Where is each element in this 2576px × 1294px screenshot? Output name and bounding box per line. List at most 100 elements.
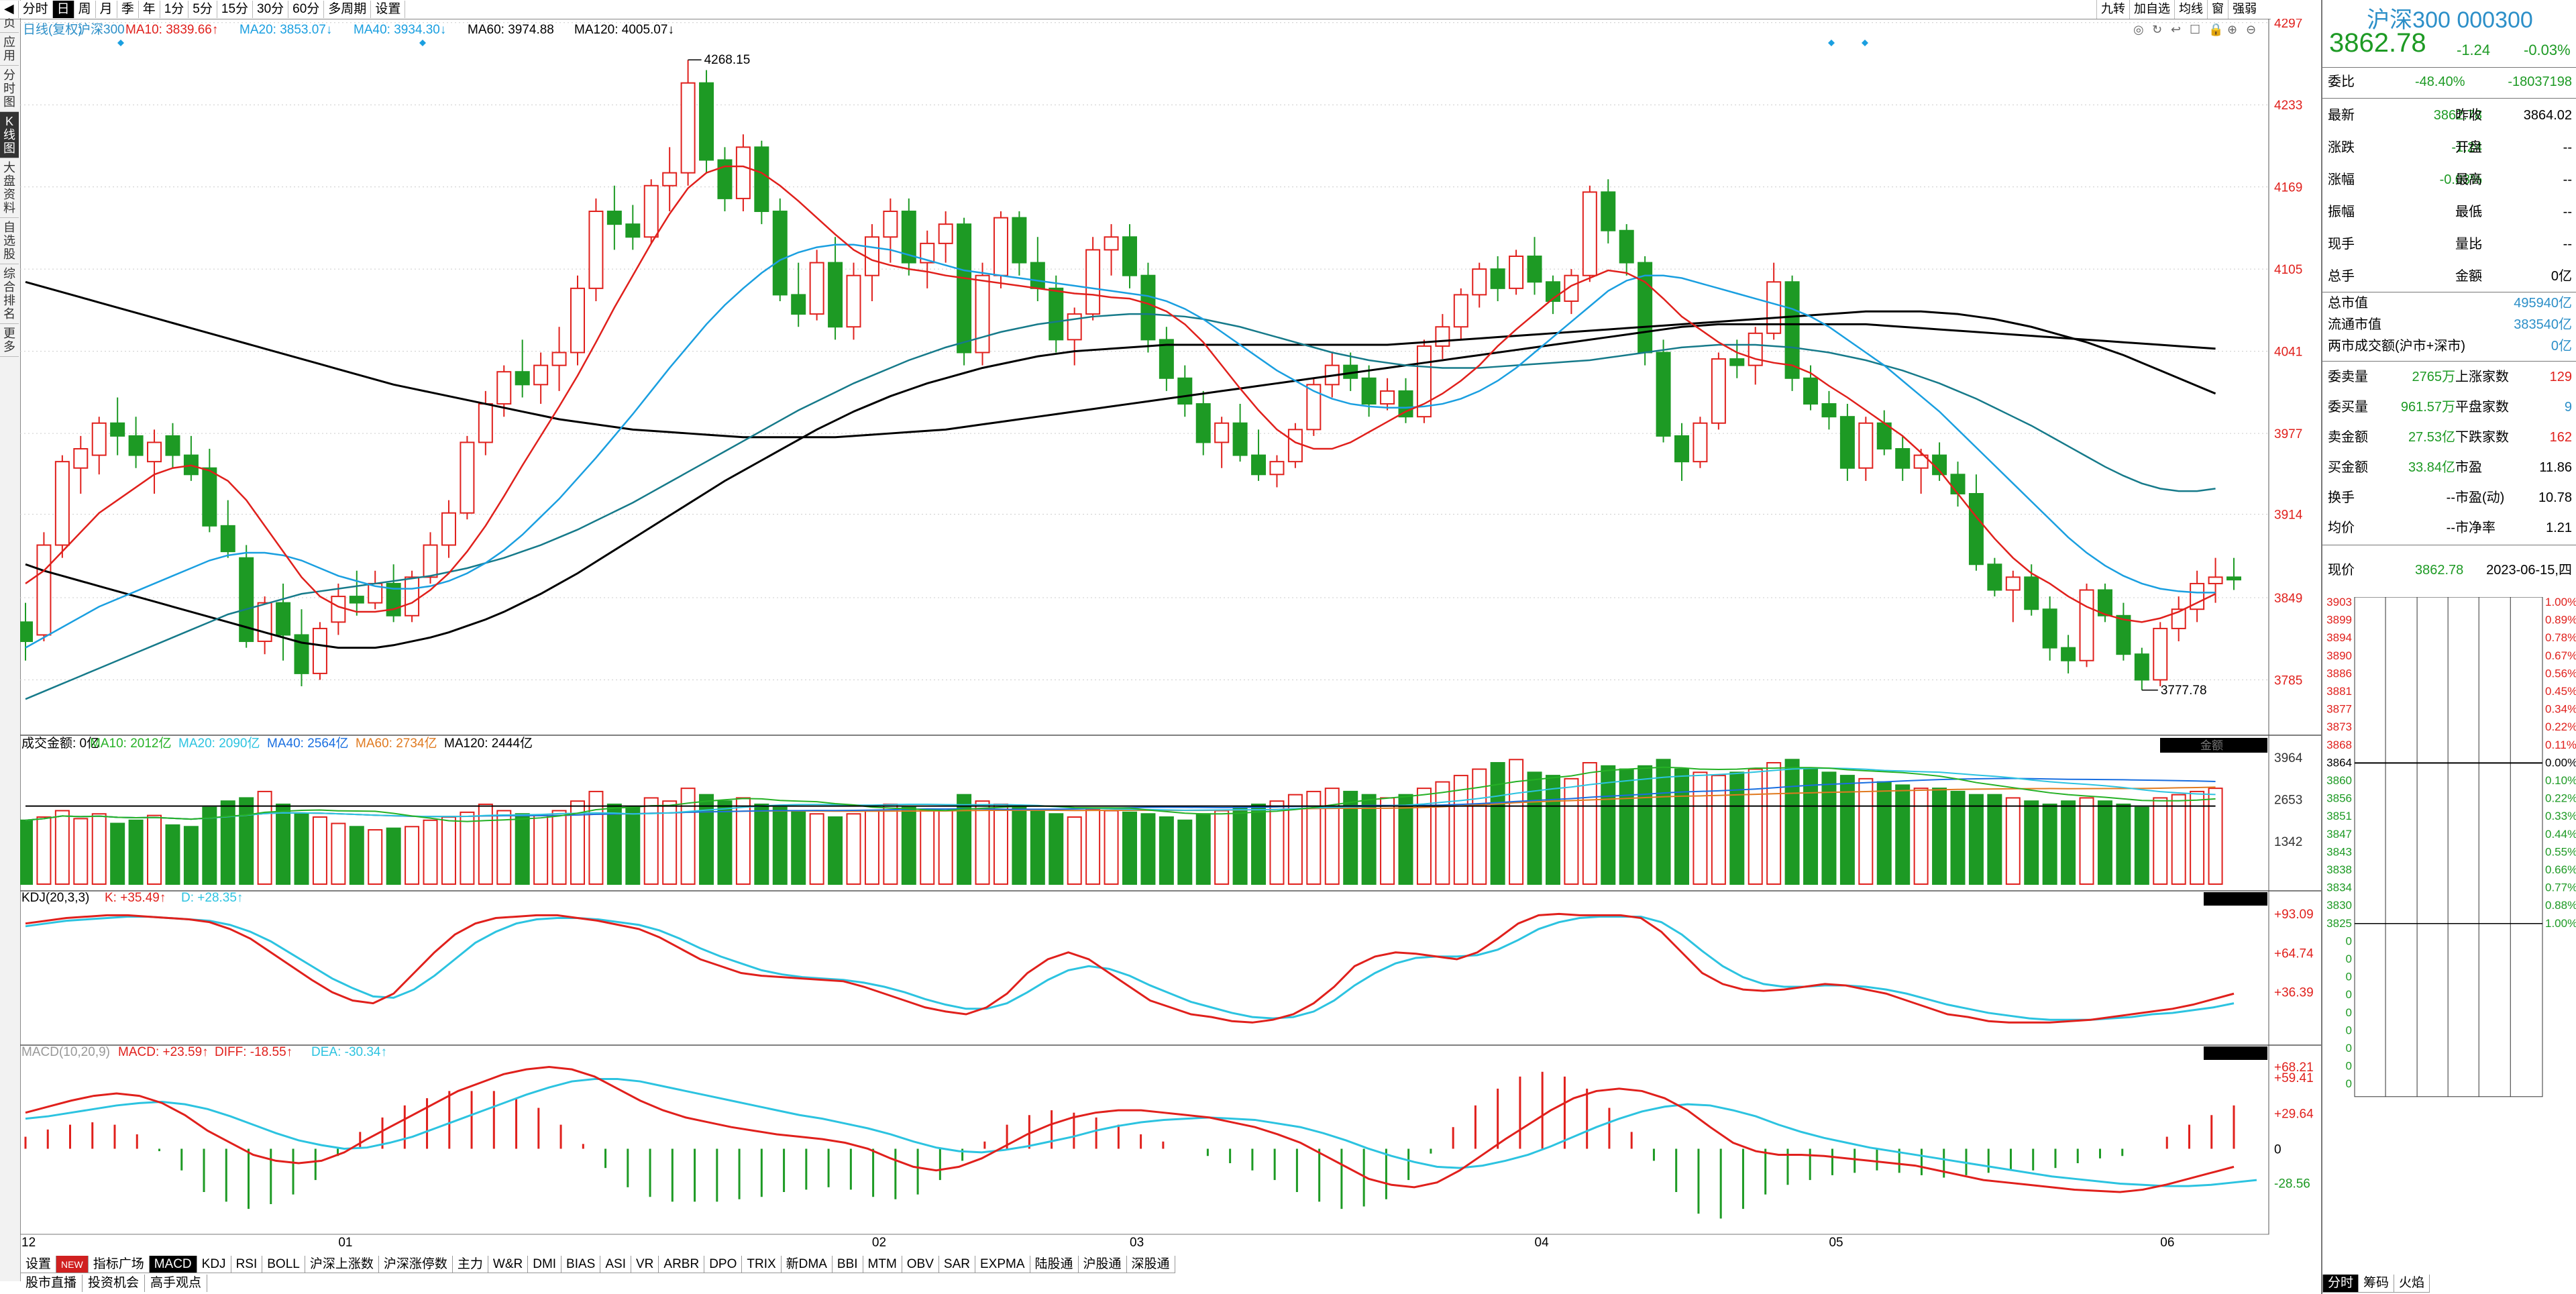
kdj-badge[interactable] — [2204, 892, 2267, 906]
stat-value: 1.21 — [2546, 521, 2572, 535]
candle-body — [735, 146, 751, 199]
period-button[interactable]: 季 — [117, 1, 139, 18]
chart-tool-icon[interactable]: 🔒 — [2208, 23, 2223, 36]
indicator-tab[interactable]: BBI — [831, 1256, 863, 1273]
candle-body — [478, 403, 493, 443]
left-nav-item[interactable]: 综 合 排 名 — [0, 264, 19, 324]
event-marker-icon[interactable] — [117, 40, 124, 46]
indicator-tab[interactable]: RSI — [230, 1256, 263, 1273]
volume-badge[interactable] — [2160, 738, 2267, 753]
indicator-tab[interactable]: 深股通 — [1126, 1256, 1175, 1273]
indicator-tab[interactable]: BOLL — [262, 1256, 305, 1273]
volume-bar — [349, 826, 364, 885]
bottom-link[interactable]: 股市直播 — [20, 1275, 83, 1292]
left-nav-item[interactable]: 自 选 股 — [0, 218, 19, 264]
indicator-tab[interactable]: W&R — [487, 1256, 529, 1273]
indicator-tab[interactable]: EXPMA — [974, 1256, 1030, 1273]
indicator-tab[interactable]: 新DMA — [780, 1256, 833, 1273]
tool-button[interactable]: 加自选 — [2129, 0, 2174, 19]
volume-bar — [54, 810, 70, 885]
macd-badge[interactable] — [2204, 1046, 2267, 1060]
volume-badge-label[interactable]: 金额 — [2200, 739, 2223, 752]
left-nav-item[interactable]: 大 盘 资 料 — [0, 158, 19, 218]
indicator-tab[interactable]: MACD — [148, 1256, 197, 1273]
macd-axis-label: +59.41 — [2274, 1071, 2314, 1085]
indicator-tab[interactable]: 沪深上涨数 — [304, 1256, 379, 1273]
volume-bar — [846, 813, 861, 885]
quote-tab[interactable]: 分时 — [2322, 1275, 2359, 1293]
chart-tool-icon[interactable]: ◎ — [2133, 23, 2144, 36]
tool-button[interactable]: 均线 — [2174, 0, 2207, 19]
period-button[interactable]: 60分 — [288, 1, 325, 18]
candle-body — [2226, 576, 2241, 581]
left-nav-item[interactable]: 应 用 — [0, 33, 19, 66]
indicator-tab[interactable]: 指标广场 — [87, 1256, 150, 1273]
period-button[interactable]: 15分 — [217, 1, 254, 18]
indicator-tab[interactable]: ARBR — [658, 1256, 705, 1273]
volume-bar — [1803, 768, 1819, 885]
chart-area[interactable]: 4297 4233 4169 4105 4041 3977 3914 3849 3785 4268… — [20, 19, 2321, 1253]
event-marker-icon[interactable] — [1862, 40, 1868, 46]
indicator-tab[interactable]: NEW — [56, 1256, 89, 1273]
period-button[interactable]: 年 — [138, 1, 160, 18]
quote-label: 量比 — [2455, 237, 2482, 252]
quote-row: 现手 -- 量比 -- — [2328, 229, 2572, 259]
mini-pct-label: 0.44% — [2545, 828, 2576, 841]
left-nav-item[interactable]: 更 多 — [0, 324, 19, 357]
toolbar-back-icon[interactable]: ◀ — [0, 1, 19, 18]
volume-axis-label: 1342 — [2274, 835, 2302, 849]
indicator-tab[interactable]: SAR — [938, 1256, 975, 1273]
tool-button[interactable]: 窗 — [2207, 0, 2228, 19]
chart-tool-icon[interactable]: ⊖ — [2246, 23, 2256, 36]
period-button[interactable]: 分时 — [18, 1, 53, 18]
candle-body — [1306, 384, 1322, 431]
tool-button[interactable]: 九转 — [2096, 0, 2129, 19]
left-nav-item[interactable]: K 线 图 — [0, 112, 19, 158]
indicator-tab[interactable]: 设置 — [20, 1256, 57, 1273]
period-button[interactable]: 周 — [74, 1, 96, 18]
macd-dea-line — [25, 1077, 2257, 1187]
event-marker-icon[interactable] — [1828, 40, 1835, 46]
mini-price-label: 3903 — [2326, 597, 2352, 608]
period-button[interactable]: 30分 — [253, 1, 289, 18]
period-button[interactable]: 日 — [52, 1, 74, 18]
period-button[interactable]: 设置 — [371, 1, 406, 18]
chart-tool-icon[interactable]: ↩ — [2171, 23, 2181, 36]
indicator-tab[interactable]: VR — [630, 1256, 659, 1273]
left-nav-item[interactable]: 分 时 图 — [0, 66, 19, 112]
candle-body — [331, 596, 346, 623]
period-button[interactable]: 多周期 — [324, 1, 372, 18]
chart-tool-icon[interactable]: ⊕ — [2227, 23, 2237, 36]
candle-body — [1729, 358, 1745, 366]
bottom-link[interactable]: 高手观点 — [145, 1275, 208, 1292]
indicator-tab[interactable]: 陆股通 — [1029, 1256, 1079, 1273]
chart-tool-icon[interactable]: ☐ — [2190, 23, 2200, 36]
candle-body — [643, 184, 659, 238]
quote-tab[interactable]: 火焰 — [2394, 1275, 2430, 1293]
tool-button[interactable]: 强弱 — [2228, 0, 2261, 19]
indicator-tab[interactable]: MTM — [862, 1256, 902, 1273]
quote-tab[interactable]: 筹码 — [2358, 1275, 2395, 1293]
indicator-tab[interactable]: 主力 — [451, 1256, 488, 1273]
event-marker-icon[interactable] — [419, 40, 426, 46]
indicator-tab[interactable]: DPO — [704, 1256, 743, 1273]
indicator-tab[interactable]: 沪股通 — [1077, 1256, 1127, 1273]
indicator-tab[interactable]: 沪深涨停数 — [378, 1256, 453, 1273]
indicator-tab[interactable]: OBV — [901, 1256, 939, 1273]
period-button[interactable]: 月 — [95, 1, 117, 18]
period-button[interactable]: 5分 — [189, 1, 217, 18]
candle-body — [1619, 229, 1634, 264]
mini-pct-label: 1.00% — [2545, 597, 2576, 608]
volume-bar — [1748, 768, 1763, 885]
indicator-tab[interactable]: DMI — [527, 1256, 562, 1273]
indicator-tab[interactable]: TRIX — [741, 1256, 782, 1273]
indicator-tab[interactable]: ASI — [600, 1256, 631, 1273]
period-button[interactable]: 1分 — [160, 1, 189, 18]
macd-legend-item: DEA: -30.34↑ — [311, 1045, 387, 1059]
bottom-link[interactable]: 投资机会 — [83, 1275, 146, 1292]
candle-body — [1122, 236, 1137, 276]
chart-tool-icon[interactable]: ↻ — [2152, 23, 2162, 36]
indicator-tab[interactable]: KDJ — [196, 1256, 231, 1273]
candle-body — [809, 262, 824, 315]
indicator-tab[interactable]: BIAS — [561, 1256, 601, 1273]
